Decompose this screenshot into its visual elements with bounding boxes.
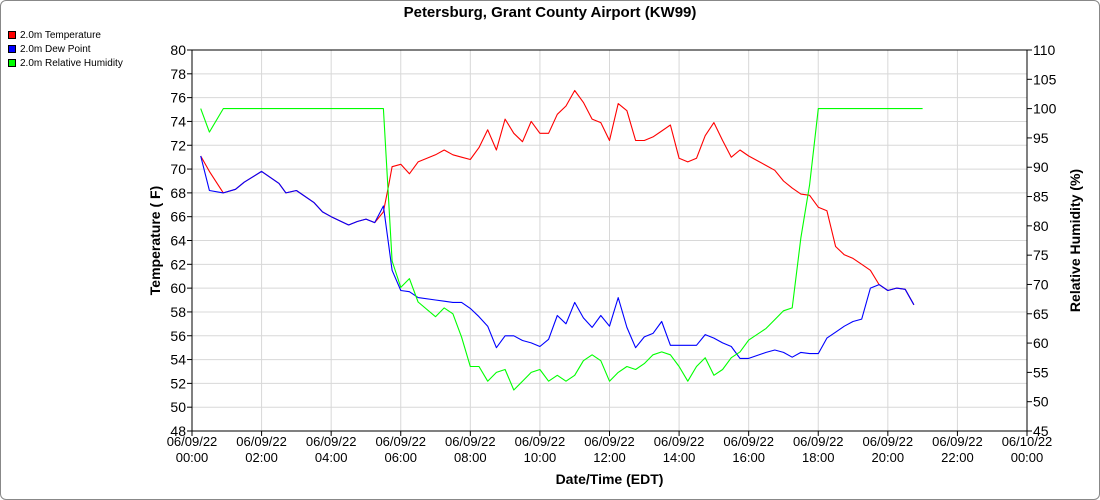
x-tick-label-date: 06/09/22 [863, 434, 914, 449]
left-tick-label: 64 [170, 233, 186, 249]
right-tick-label: 75 [1033, 247, 1049, 263]
series-line-humidity [200, 108, 923, 391]
left-tick-label: 50 [170, 399, 186, 415]
x-axis-label: Date/Time (EDT) [556, 471, 664, 487]
x-tick-label-date: 06/09/22 [445, 434, 496, 449]
right-tick-label: 80 [1033, 218, 1049, 234]
x-tick-label-time: 02:00 [245, 450, 278, 465]
x-tick-label-time: 20:00 [872, 450, 905, 465]
x-tick-label-time: 12:00 [593, 450, 626, 465]
x-tick-label-time: 18:00 [802, 450, 835, 465]
legend-item-dewpoint: 2.0m Dew Point [8, 42, 123, 56]
x-tick-label-date: 06/09/22 [515, 434, 566, 449]
left-tick-label: 70 [170, 161, 186, 177]
y-axis-label-left: Temperature ( F) [147, 186, 163, 295]
y-axis-label-right: Relative Humidity (%) [1067, 169, 1083, 312]
right-tick-label: 85 [1033, 189, 1049, 205]
x-tick-label-date: 06/09/22 [654, 434, 705, 449]
legend-swatch-dewpoint [8, 45, 16, 53]
x-tick-label-date: 06/09/22 [723, 434, 774, 449]
axes: 48 50 52 54 56 58 60 62 64 66 68 70 72 74 76 78 80 45 50 55… [167, 42, 1057, 465]
left-tick-label: 48 [170, 423, 186, 439]
x-tick-label-date: 06/10/22 [1002, 434, 1053, 449]
legend-swatch-humidity [8, 59, 16, 67]
left-tick-label: 52 [170, 375, 186, 391]
legend-item-humidity: 2.0m Relative Humidity [8, 56, 123, 70]
right-tick-label: 50 [1033, 394, 1049, 410]
left-tick-label: 54 [170, 352, 186, 368]
x-tick-label-date: 06/09/22 [584, 434, 635, 449]
left-tick-label: 68 [170, 185, 186, 201]
right-tick-label: 95 [1033, 130, 1049, 146]
x-tick-label-date: 06/09/22 [375, 434, 426, 449]
left-tick-label: 78 [170, 66, 186, 82]
x-tick-label-date: 06/09/22 [236, 434, 287, 449]
x-tick-label-date: 06/09/22 [932, 434, 983, 449]
right-tick-label: 105 [1033, 71, 1057, 87]
left-tick-label: 76 [170, 90, 186, 106]
right-tick-label: 70 [1033, 276, 1049, 292]
left-tick-label: 58 [170, 304, 186, 320]
legend-label-humidity: 2.0m Relative Humidity [20, 57, 123, 69]
x-tick-label-time: 06:00 [384, 450, 417, 465]
x-tick-label-time: 14:00 [663, 450, 696, 465]
x-tick-label-time: 22:00 [941, 450, 974, 465]
x-tick-label-time: 10:00 [524, 450, 557, 465]
series-layer [200, 89, 923, 391]
chart-title: Petersburg, Grant County Airport (KW99) [403, 4, 697, 21]
legend-swatch-temperature [8, 31, 16, 39]
left-tick-label: 60 [170, 280, 186, 296]
legend-item-temperature: 2.0m Temperature [8, 28, 123, 42]
left-tick-label: 56 [170, 328, 186, 344]
x-tick-label-time: 16:00 [732, 450, 765, 465]
x-tick-label-date: 06/09/22 [167, 434, 218, 449]
right-tick-label: 45 [1033, 423, 1049, 439]
right-tick-label: 65 [1033, 306, 1049, 322]
legend-label-dewpoint: 2.0m Dew Point [20, 43, 91, 55]
x-tick-label-time: 00:00 [1011, 450, 1044, 465]
right-tick-label: 100 [1033, 101, 1057, 117]
left-tick-label: 80 [170, 42, 186, 58]
left-tick-label: 66 [170, 209, 186, 225]
right-tick-label: 110 [1033, 42, 1056, 58]
x-tick-label-time: 04:00 [315, 450, 348, 465]
x-tick-label-date: 06/09/22 [306, 434, 357, 449]
right-tick-label: 60 [1033, 335, 1049, 351]
right-tick-label: 90 [1033, 159, 1049, 175]
legend: 2.0m Temperature 2.0m Dew Point 2.0m Rel… [8, 28, 123, 70]
left-tick-label: 62 [170, 256, 186, 272]
legend-label-temperature: 2.0m Temperature [20, 29, 101, 41]
series-line-dewpoint [200, 155, 915, 359]
x-tick-label-time: 00:00 [176, 450, 209, 465]
left-tick-label: 74 [170, 113, 186, 129]
right-tick-label: 55 [1033, 364, 1049, 380]
x-tick-label-time: 08:00 [454, 450, 487, 465]
grid [191, 49, 1028, 432]
x-tick-label-date: 06/09/22 [793, 434, 844, 449]
left-tick-label: 72 [170, 137, 186, 153]
